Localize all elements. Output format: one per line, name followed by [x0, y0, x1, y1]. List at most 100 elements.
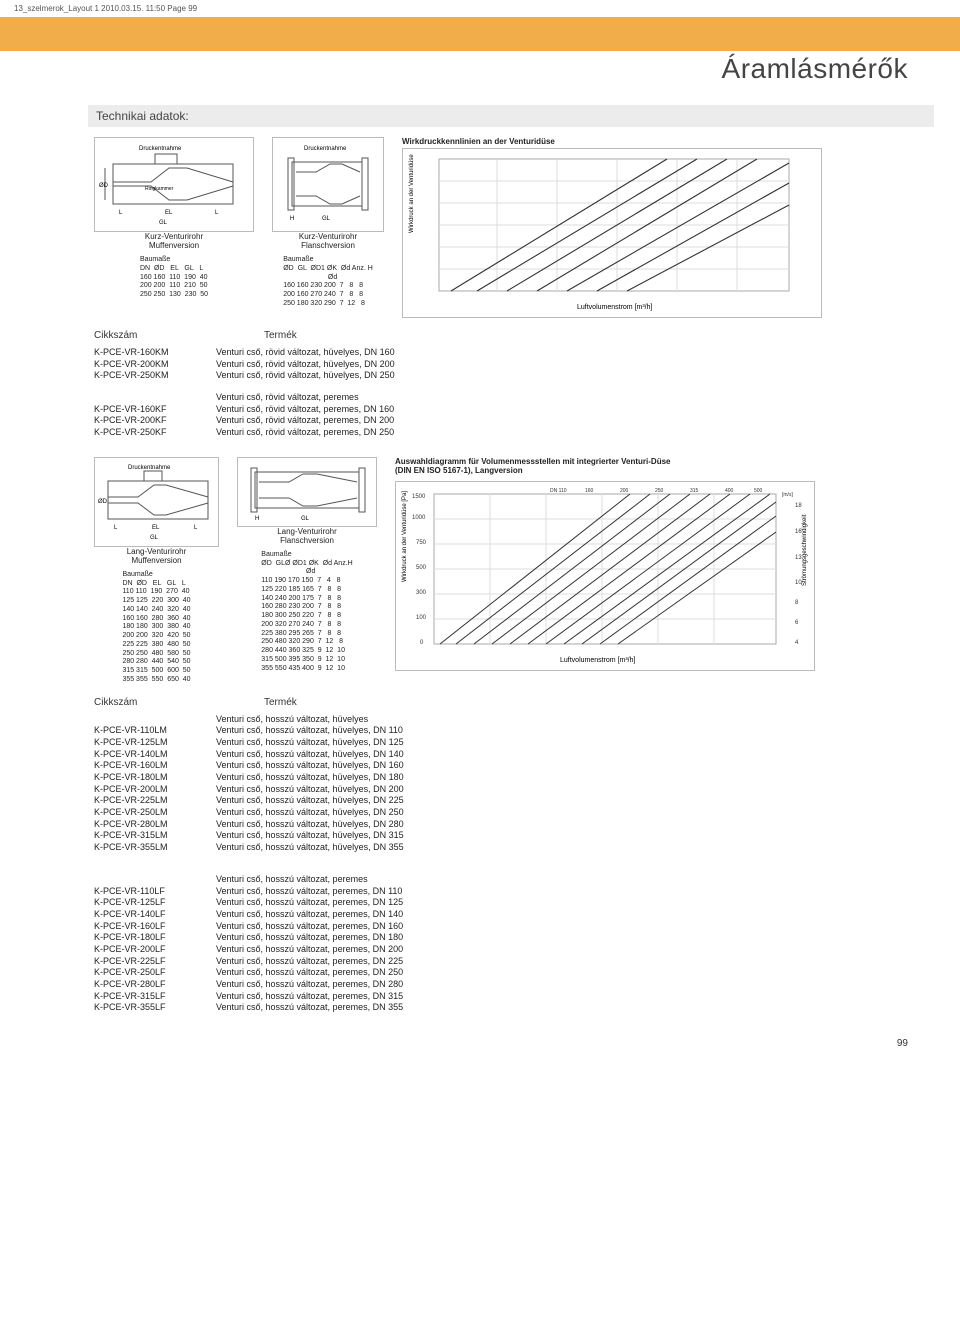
svg-text:250: 250 [655, 488, 664, 494]
cikk-header-2: Cikkszám Termék [88, 693, 934, 714]
svg-text:Luftvolumenstrom [m³/h]: Luftvolumenstrom [m³/h] [560, 657, 636, 664]
table-row: K-PCE-VR-200KMVenturi cső, rövid változa… [94, 359, 934, 371]
svg-text:L: L [215, 210, 219, 216]
svg-text:Druckentnahme: Druckentnahme [128, 465, 171, 471]
product-code: K-PCE-VR-250LM [94, 807, 216, 819]
svg-text:300: 300 [416, 590, 427, 596]
table-row: K-PCE-VR-200LFVenturi cső, hosszú változ… [94, 944, 934, 956]
table-row: K-PCE-VR-280LFVenturi cső, hosszú változ… [94, 979, 934, 991]
product-desc: Venturi cső, hosszú változat, hüvelyes, … [216, 772, 404, 784]
product-code: K-PCE-VR-140LF [94, 909, 216, 921]
title-row: Áramlásmérők [0, 51, 960, 91]
lang-flansch-title: Lang-Venturirohr Flanschversion [277, 527, 337, 545]
product-desc: Venturi cső, rövid változat, hüvelyes, D… [216, 370, 395, 382]
kurz-muff-block: Druckentnahme ØD LELL GL Ringkammer Kurz… [94, 137, 254, 300]
svg-text:L: L [119, 210, 123, 216]
product-code: K-PCE-VR-250KF [94, 427, 216, 439]
kurz-muff-diagram: Druckentnahme ØD LELL GL Ringkammer [94, 137, 254, 232]
table-row: K-PCE-VR-110LMVenturi cső, hosszú változ… [94, 725, 934, 737]
product-desc: Venturi cső, hosszú változat, hüvelyes, … [216, 819, 404, 831]
svg-text:Ringkammer: Ringkammer [145, 186, 174, 192]
table-row: K-PCE-VR-200KFVenturi cső, rövid változa… [94, 415, 934, 427]
product-code: K-PCE-VR-315LM [94, 830, 216, 842]
svg-text:ØD: ØD [99, 183, 109, 189]
product-code: K-PCE-VR-355LM [94, 842, 216, 854]
table-row: K-PCE-VR-250LMVenturi cső, hosszú változ… [94, 807, 934, 819]
product-code: K-PCE-VR-160LM [94, 760, 216, 772]
product-list-2: Venturi cső, hosszú változat, hüvelyesK-… [88, 714, 934, 864]
chart1-title: Wirkdruckkennlinien an der Venturidüse [402, 137, 555, 146]
product-desc: Venturi cső, hosszú változat, peremes, D… [216, 944, 403, 956]
svg-text:[m/s]: [m/s] [782, 492, 793, 498]
product-code: K-PCE-VR-180LF [94, 932, 216, 944]
cikk-header-1: Cikkszám Termék [88, 326, 934, 347]
lang-flansch-diagram: HGL [237, 457, 377, 527]
table-row: K-PCE-VR-355LMVenturi cső, hosszú változ… [94, 842, 934, 854]
page-header: 13_szelmerok_Layout 1 2010.03.15. 11:50 … [0, 0, 960, 17]
table-row: K-PCE-VR-140LFVenturi cső, hosszú változ… [94, 909, 934, 921]
lang-muff-diagram: Druckentnahme ØD LELL GL [94, 457, 219, 547]
product-desc: Venturi cső, hosszú változat, peremes, D… [216, 897, 403, 909]
lang-muff-diag-block: Druckentnahme ØD LELL GL Lang-Venturiroh… [94, 457, 219, 685]
product-desc: Venturi cső, hosszú változat, peremes, D… [216, 886, 402, 898]
product-code: K-PCE-VR-200KF [94, 415, 216, 427]
table-row: K-PCE-VR-125LMVenturi cső, hosszú változ… [94, 737, 934, 749]
product-code: K-PCE-VR-140LM [94, 749, 216, 761]
svg-text:0: 0 [420, 640, 424, 646]
product-code: K-PCE-VR-355LF [94, 1002, 216, 1014]
product-desc: Venturi cső, rövid változat, peremes, DN… [216, 427, 394, 439]
product-code: K-PCE-VR-225LF [94, 956, 216, 968]
table-row: K-PCE-VR-140LMVenturi cső, hosszú változ… [94, 749, 934, 761]
svg-text:H: H [290, 216, 294, 222]
product-group-title: Venturi cső, hosszú változat, peremes [94, 874, 934, 886]
chart2-block: Auswahldiagramm für Volumenmessstellen m… [395, 457, 928, 671]
mid-figures: Druckentnahme ØD LELL GL Lang-Venturiroh… [88, 449, 934, 693]
product-code: K-PCE-VR-280LM [94, 819, 216, 831]
product-code: K-PCE-VR-200KM [94, 359, 216, 371]
table-row: K-PCE-VR-225LMVenturi cső, hosszú változ… [94, 795, 934, 807]
table-row: K-PCE-VR-160KFVenturi cső, rövid változa… [94, 404, 934, 416]
product-code: K-PCE-VR-200LF [94, 944, 216, 956]
svg-text:GL: GL [322, 216, 331, 222]
top-figures: Druckentnahme ØD LELL GL Ringkammer Kurz… [88, 133, 934, 326]
table-row: K-PCE-VR-250KFVenturi cső, rövid változa… [94, 427, 934, 439]
svg-text:Luftvolumenstrom [m³/h]: Luftvolumenstrom [m³/h] [577, 304, 653, 311]
table-row: K-PCE-VR-200LMVenturi cső, hosszú változ… [94, 784, 934, 796]
section-heading: Technikai adatok: [88, 105, 934, 127]
product-desc: Venturi cső, hosszú változat, hüvelyes, … [216, 737, 404, 749]
product-code: K-PCE-VR-225LM [94, 795, 216, 807]
table-row: K-PCE-VR-180LFVenturi cső, hosszú változ… [94, 932, 934, 944]
table-row: K-PCE-VR-160LMVenturi cső, hosszú változ… [94, 760, 934, 772]
svg-text:18: 18 [795, 503, 802, 509]
kurz-flansch-block: Druckentnahme H GL ØK ØD Kurz-Venturiroh… [272, 137, 384, 309]
product-desc: Venturi cső, hosszú változat, hüvelyes, … [216, 760, 404, 772]
svg-text:Wirkdruck an der Venturidüse [: Wirkdruck an der Venturidüse [Pa] [409, 153, 415, 233]
product-list-3: Venturi cső, hosszú változat, peremesK-P… [88, 874, 934, 1024]
page-title: Áramlásmérők [722, 53, 908, 85]
svg-text:EL: EL [165, 210, 173, 216]
svg-text:8: 8 [795, 600, 799, 606]
product-code: K-PCE-VR-280LF [94, 979, 216, 991]
product-desc: Venturi cső, hosszú változat, peremes, D… [216, 991, 403, 1003]
svg-text:160: 160 [585, 488, 594, 494]
product-code: K-PCE-VR-315LF [94, 991, 216, 1003]
product-desc: Venturi cső, hosszú változat, hüvelyes, … [216, 725, 403, 737]
table-row: K-PCE-VR-280LMVenturi cső, hosszú változ… [94, 819, 934, 831]
svg-text:L: L [114, 525, 118, 531]
svg-text:Strömungsgeschwindigkeit: Strömungsgeschwindigkeit [802, 514, 808, 586]
lang-flansch-baumasse: Baumaße ØD GLØ ØD1 ØK Ød Anz.H Ød 110 19… [261, 551, 352, 674]
svg-text:EL: EL [152, 525, 160, 531]
product-desc: Venturi cső, rövid változat, peremes, DN… [216, 404, 394, 416]
product-desc: Venturi cső, hosszú változat, hüvelyes, … [216, 842, 404, 854]
product-desc: Venturi cső, rövid változat, hüvelyes, D… [216, 359, 395, 371]
lang-muff-title: Lang-Venturirohr Muffenversion [127, 547, 187, 565]
table-row: K-PCE-VR-160KMVenturi cső, rövid változa… [94, 347, 934, 359]
product-code: K-PCE-VR-250KM [94, 370, 216, 382]
product-code: K-PCE-VR-110LF [94, 886, 216, 898]
svg-text:Wirkdruck an der Venturidüse [: Wirkdruck an der Venturidüse [Pa] [402, 490, 408, 581]
kurz-muff-baumasse: Baumaße DN ØD EL GL L 160 160 110 190 40… [140, 256, 208, 300]
table-row: K-PCE-VR-250KMVenturi cső, rövid változa… [94, 370, 934, 382]
table-row: K-PCE-VR-110LFVenturi cső, hosszú változ… [94, 886, 934, 898]
table-row: K-PCE-VR-225LFVenturi cső, hosszú változ… [94, 956, 934, 968]
product-desc: Venturi cső, rövid változat, peremes, DN… [216, 415, 394, 427]
